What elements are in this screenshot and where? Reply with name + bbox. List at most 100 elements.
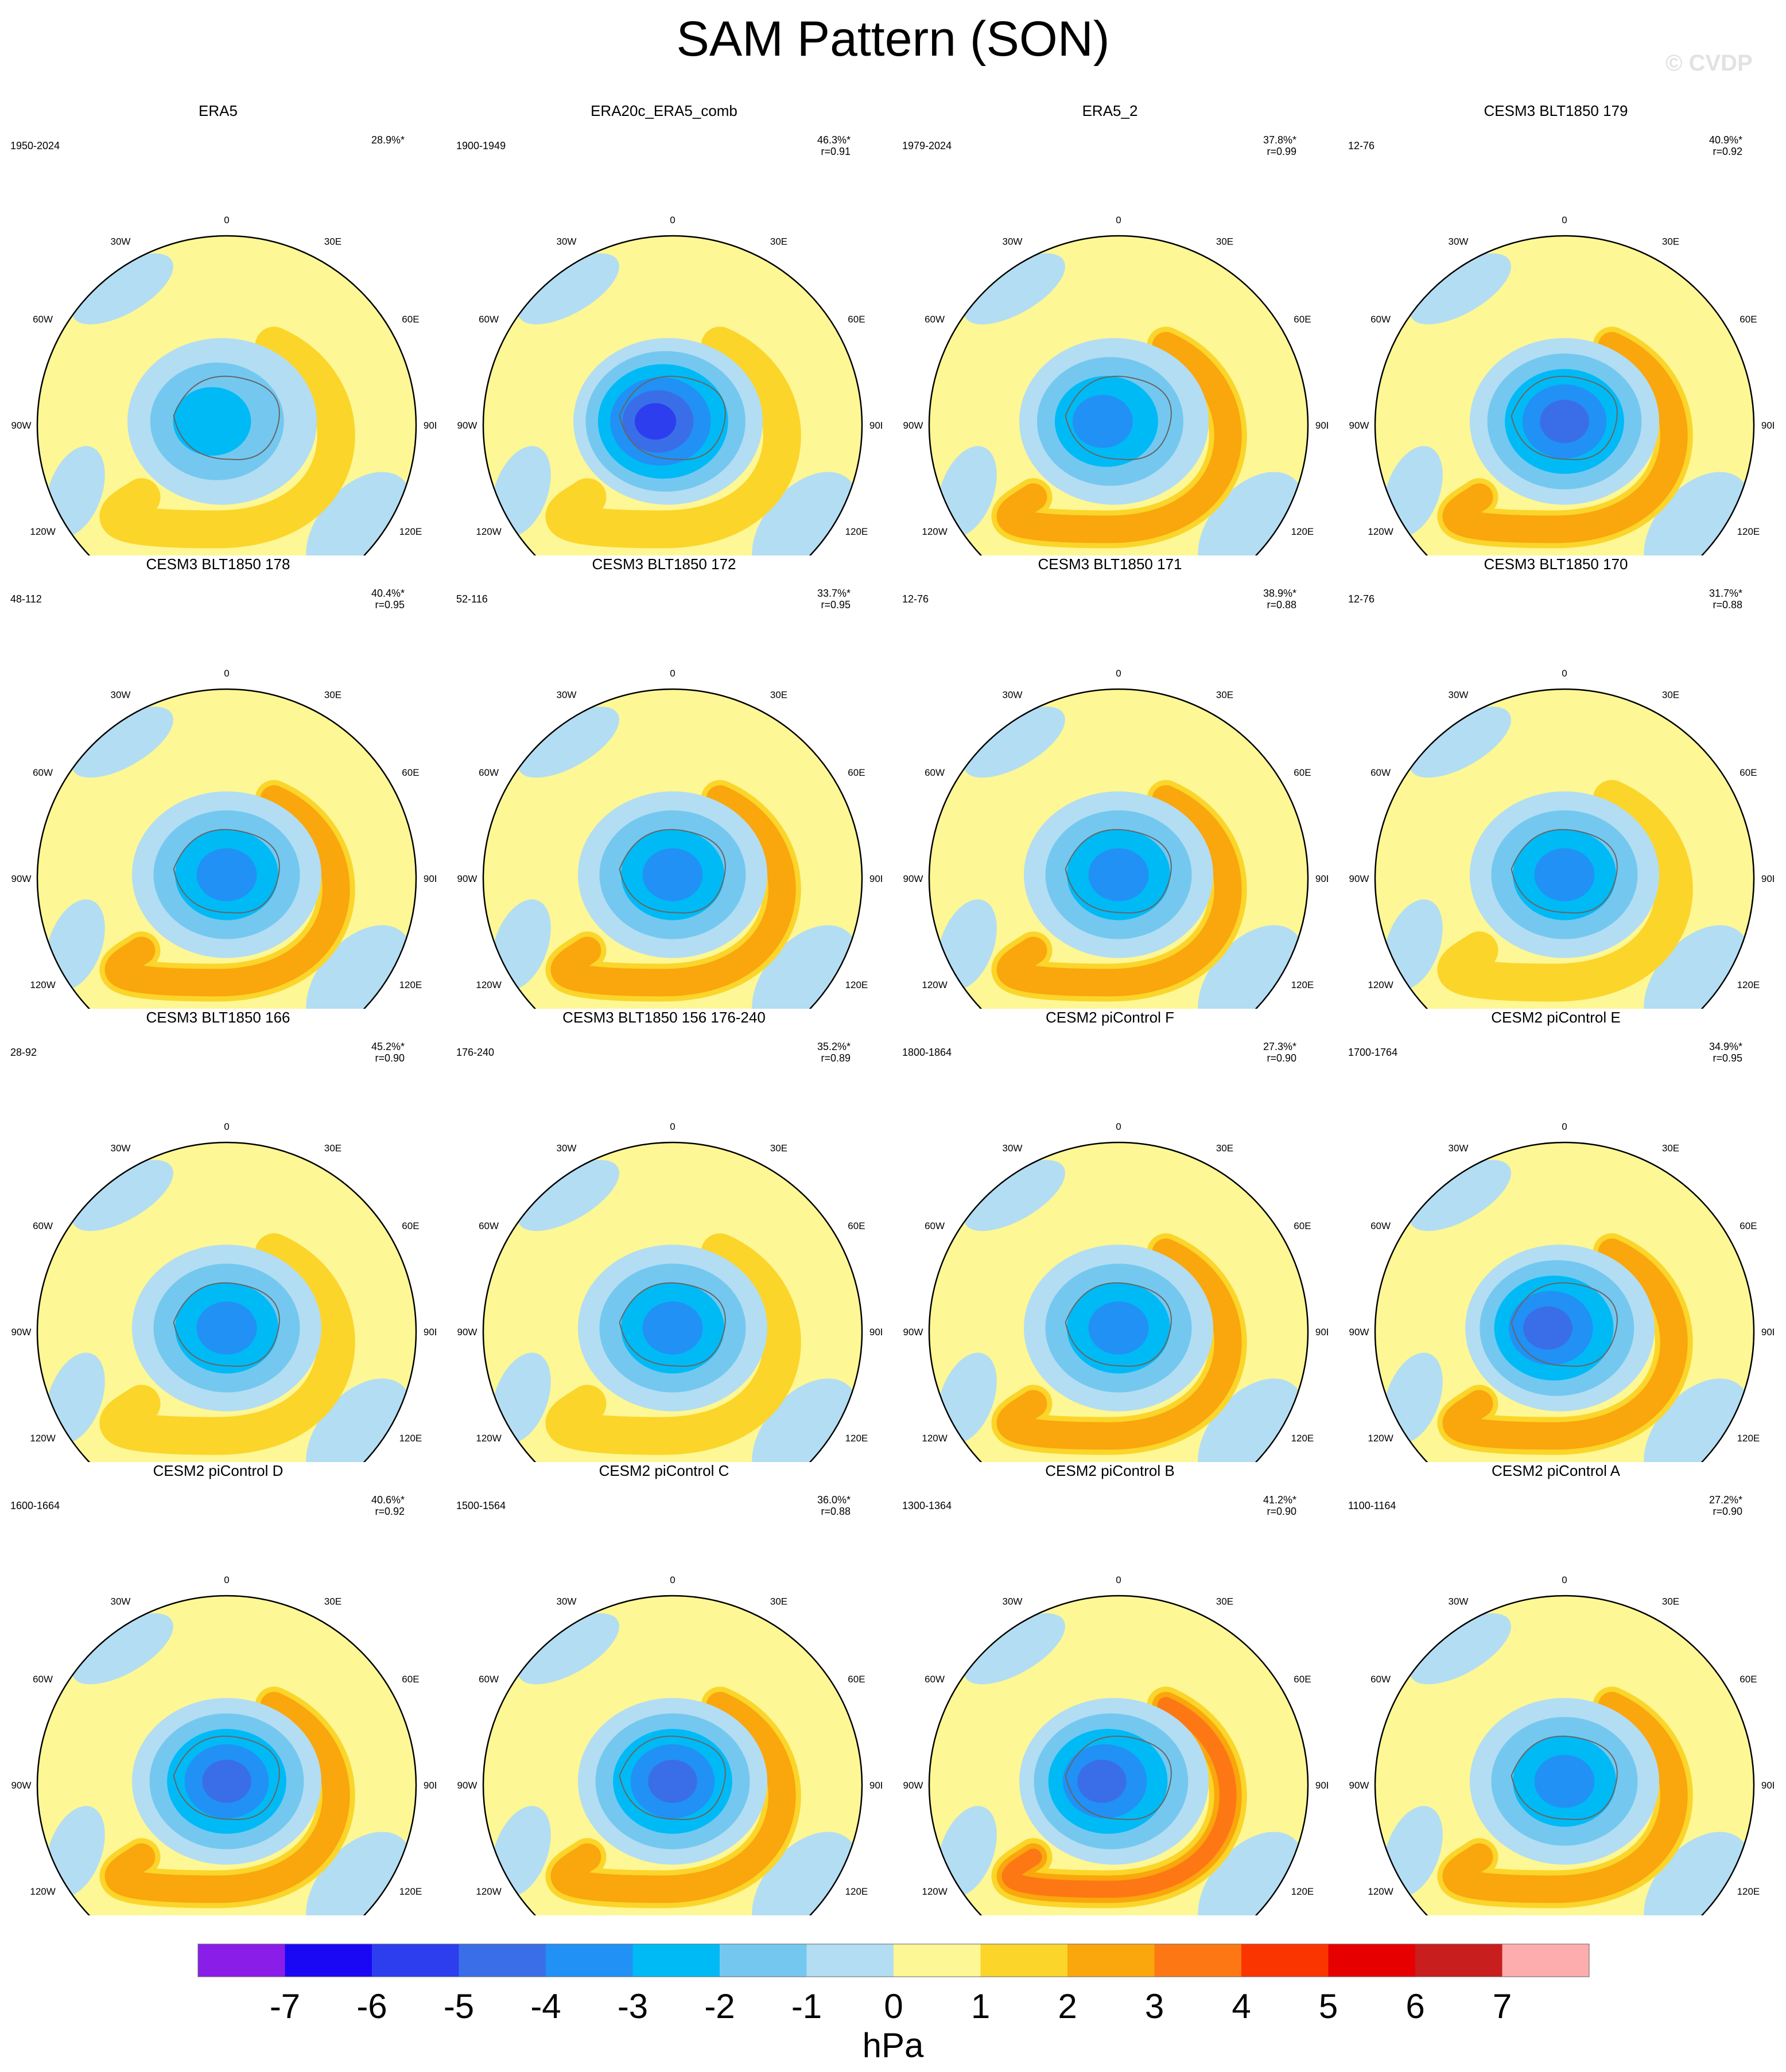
coastline	[1065, 829, 1172, 913]
longitude-label: 90W	[457, 420, 477, 431]
longitude-label: 120E	[399, 979, 422, 990]
negative-core	[1077, 1759, 1127, 1803]
panel-title: CESM3 BLT1850 179	[1484, 102, 1628, 119]
colorbar-tick-label: -1	[791, 1987, 822, 2026]
panel-title: CESM3 BLT1850 171	[1038, 555, 1182, 573]
longitude-label: 90E	[424, 1327, 436, 1338]
explained-variance: 27.2%*	[1709, 1494, 1742, 1506]
pattern-correlation: r=0.90	[1267, 1052, 1296, 1064]
colorbar-bin	[980, 1944, 1067, 1977]
coastline	[1065, 1735, 1172, 1820]
panel-title: CESM3 BLT1850 178	[146, 555, 290, 573]
negative-lobe	[937, 1352, 997, 1444]
longitude-label: 60E	[1740, 1674, 1757, 1685]
variance-stats: 36.0%* r=0.88	[793, 1494, 851, 1517]
polar-map: 030E60E90E120E150E180150W120W90W60W30W	[1349, 1121, 1774, 1462]
longitude-label: 60E	[402, 1674, 419, 1685]
longitude-label: 90W	[11, 420, 32, 431]
panel-title: CESM3 BLT1850 166	[146, 1009, 290, 1026]
longitude-label: 120W	[476, 1886, 501, 1897]
longitude-label: 30W	[557, 1596, 577, 1607]
longitude-label: 120E	[845, 526, 868, 537]
longitude-label: 120E	[1291, 979, 1314, 990]
negative-lobe	[518, 253, 619, 325]
pattern-correlation: r=0.88	[1713, 599, 1742, 611]
panel-title: ERA20c_ERA5_comb	[591, 102, 737, 119]
negative-lobe	[72, 1613, 173, 1685]
longitude-label: 30W	[111, 1596, 131, 1607]
longitude-label: 0	[224, 1121, 229, 1132]
period-label: 1500-1564	[456, 1500, 506, 1511]
longitude-label: 30E	[324, 690, 341, 701]
variance-stats: 27.3%* r=0.90	[1239, 1041, 1296, 1064]
longitude-label: 90E	[424, 420, 436, 431]
negative-lobe	[491, 446, 551, 537]
longitude-label: 120W	[1368, 1886, 1393, 1897]
figure-title: SAM Pattern (SON)	[676, 11, 1110, 67]
positive-ring	[546, 326, 801, 549]
colorbar-bin	[894, 1944, 981, 1977]
coastline	[173, 375, 280, 460]
longitude-label: 90E	[1315, 420, 1328, 431]
negative-lobe	[518, 1160, 619, 1231]
negative-lobe	[937, 1806, 997, 1897]
colorbar-bin	[546, 1944, 633, 1977]
negative-lobe	[491, 1806, 551, 1897]
longitude-label: 0	[670, 1575, 675, 1585]
coastline	[619, 375, 726, 460]
longitude-label: 30W	[1003, 1143, 1023, 1154]
polar-map: 030E60E90E120E150E180150W120W90W60W30W	[1349, 668, 1774, 1009]
period-label: 1979-2024	[902, 140, 952, 151]
longitude-label: 0	[670, 215, 675, 226]
pattern-correlation: r=0.90	[375, 1052, 405, 1064]
coastline	[173, 1735, 280, 1820]
pattern-correlation: r=0.92	[1713, 146, 1742, 157]
colorbar-tick-label: -3	[618, 1987, 648, 2026]
colorbar-tick-label: -5	[444, 1987, 474, 2026]
polar-map: 030E60E90E120E150E180150W120W90W60W30W	[457, 1121, 882, 1462]
variance-stats: 33.7%* r=0.95	[793, 588, 851, 611]
variance-stats: 45.2%* r=0.90	[347, 1041, 405, 1064]
pattern-correlation: r=0.89	[821, 1052, 851, 1064]
coastline	[1511, 1735, 1618, 1820]
longitude-label: 120W	[1368, 1433, 1393, 1444]
negative-lobe	[1383, 899, 1443, 990]
map-boundary	[1374, 1595, 1755, 1915]
map-boundary	[36, 1141, 417, 1462]
map-boundary	[928, 688, 1309, 1009]
longitude-label: 0	[670, 1121, 675, 1132]
colorbar-bin	[1328, 1944, 1415, 1977]
longitude-label: 30E	[1216, 690, 1233, 701]
colorbar-tick-label: 0	[884, 1987, 903, 2026]
panel-title: CESM2 piControl A	[1492, 1462, 1620, 1479]
pattern-correlation: r=0.90	[1267, 1506, 1296, 1517]
explained-variance: 40.6%*	[371, 1494, 405, 1506]
explained-variance: 34.9%*	[1709, 1041, 1742, 1052]
period-label: 28-92	[10, 1047, 37, 1058]
negative-lobe	[964, 1160, 1065, 1231]
negative-lobe	[1410, 1160, 1511, 1231]
variance-stats: 28.9%*	[347, 134, 405, 146]
longitude-label: 120E	[1737, 526, 1760, 537]
positive-ring	[1443, 332, 1688, 543]
longitude-label: 30W	[1003, 236, 1023, 247]
period-label: 48-112	[10, 593, 42, 605]
longitude-label: 90E	[1315, 1780, 1328, 1791]
positive-ring	[551, 785, 796, 997]
explained-variance: 36.0%*	[817, 1494, 851, 1506]
longitude-label: 30W	[557, 1143, 577, 1154]
map-panel: CESM2 piControl F 1800-1864 27.3%* r=0.90 0 3…	[892, 1009, 1328, 1462]
positive-ring	[546, 1233, 801, 1455]
map-panel: ERA51950-202428.9%*030E60E90E120E150E180…	[0, 102, 436, 555]
longitude-label: 30W	[1449, 236, 1469, 247]
negative-lobe	[45, 446, 105, 537]
negative-lobe	[1410, 253, 1511, 325]
map-panel: CESM3 BLT1850 172 52-116 33.7%* r=0.95 0 30E 6…	[446, 555, 882, 1009]
period-label: 1950-2024	[10, 140, 60, 151]
longitude-label: 90E	[869, 873, 882, 884]
longitude-label: 30W	[111, 1143, 131, 1154]
colorbar-tick-label: 1	[971, 1987, 990, 2026]
longitude-label: 30E	[1216, 236, 1233, 247]
longitude-label: 60W	[479, 1220, 499, 1231]
explained-variance: 37.8%*	[1263, 134, 1296, 146]
